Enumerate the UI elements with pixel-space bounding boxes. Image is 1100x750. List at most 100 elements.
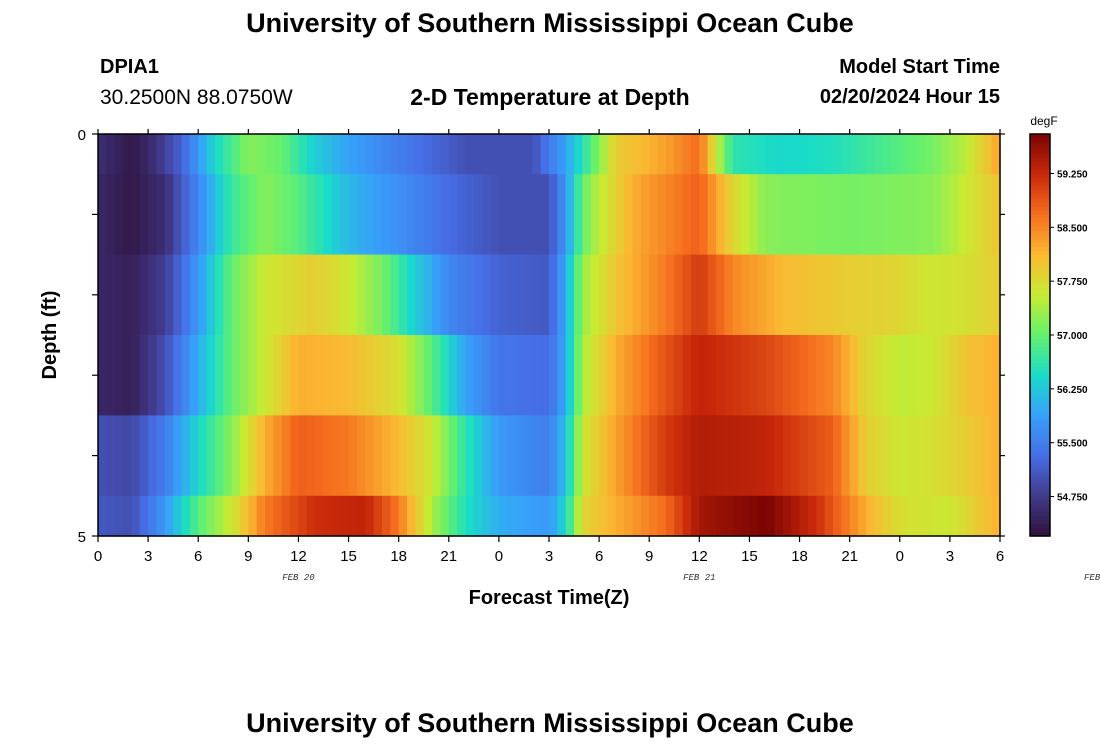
heatmap-cell xyxy=(966,335,976,416)
heatmap-cell xyxy=(991,174,1001,256)
heatmap-cell xyxy=(340,415,350,497)
heatmap-cell xyxy=(231,174,241,256)
heatmap-cell xyxy=(164,415,174,497)
heatmap-cell xyxy=(306,134,316,175)
heatmap-cell xyxy=(966,415,976,497)
colorbar-segment xyxy=(1030,246,1050,252)
heatmap-cell xyxy=(315,415,325,497)
heatmap-cell xyxy=(331,495,341,537)
heatmap-cell xyxy=(139,134,149,175)
heatmap-cell xyxy=(106,134,116,175)
heatmap-cell xyxy=(214,254,224,336)
heatmap-cell xyxy=(874,134,884,175)
heatmap-cell xyxy=(707,174,717,256)
heatmap-cell xyxy=(331,134,341,175)
heatmap-cell xyxy=(156,134,166,175)
colorbar-segment xyxy=(1030,198,1050,203)
heatmap-cell xyxy=(331,415,341,497)
colorbar-segment xyxy=(1030,302,1050,308)
colorbar-segment xyxy=(1030,471,1050,477)
heatmap-cell xyxy=(365,495,375,537)
heatmap-cell xyxy=(974,415,984,497)
heatmap-cell xyxy=(515,134,525,175)
heatmap-cell xyxy=(239,495,249,537)
heatmap-cell xyxy=(231,134,241,175)
heatmap-cell xyxy=(473,335,483,416)
heatmap-cell xyxy=(398,415,408,497)
heatmap-cell xyxy=(214,335,224,416)
heatmap-cell xyxy=(448,415,458,497)
heatmap-cell xyxy=(340,495,350,537)
heatmap-cell xyxy=(824,174,834,256)
heatmap-cell xyxy=(315,495,325,537)
heatmap-cell xyxy=(407,335,416,416)
heatmap-cell xyxy=(849,335,859,416)
heatmap-cell xyxy=(615,174,625,256)
colorbar-segment xyxy=(1030,298,1050,304)
colorbar-segment xyxy=(1030,178,1050,183)
heatmap-cell xyxy=(699,134,709,175)
heatmap-cell xyxy=(265,134,274,175)
heatmap-cell xyxy=(958,254,968,336)
colorbar: degF 54.750 55.500 56.250 57.000 57.750 58.50… xyxy=(1029,114,1088,537)
heatmap-cell xyxy=(139,174,149,256)
heatmap-cell xyxy=(891,174,901,256)
colorbar-segment xyxy=(1030,146,1050,151)
colorbar-segment xyxy=(1030,266,1050,272)
heatmap-cell xyxy=(849,134,859,175)
heatmap-cell xyxy=(148,254,158,336)
heatmap-cell xyxy=(189,495,199,537)
colorbar-segment xyxy=(1030,479,1050,485)
heatmap-cell xyxy=(791,174,801,256)
heatmap-cell xyxy=(340,134,350,175)
heatmap-cell xyxy=(799,254,809,336)
heatmap-cell xyxy=(98,415,107,497)
heatmap-cell xyxy=(214,134,224,175)
heatmap-cell xyxy=(114,174,124,256)
heatmap-cell xyxy=(899,335,909,416)
heatmap-cell xyxy=(707,254,717,336)
heatmap-cell xyxy=(323,134,333,175)
heatmap-cell xyxy=(498,495,508,537)
heatmap-cell xyxy=(716,335,725,416)
heatmap-cell xyxy=(448,335,458,416)
heatmap-cell xyxy=(716,134,725,175)
heatmap-cell xyxy=(574,415,584,497)
heatmap-cell xyxy=(106,174,116,256)
heatmap-cell xyxy=(106,415,116,497)
heatmap-cell xyxy=(824,254,834,336)
heatmap-cell xyxy=(799,495,809,537)
heatmap-cell xyxy=(958,174,968,256)
heatmap-cell xyxy=(599,134,609,175)
heatmap-cell xyxy=(657,254,667,336)
heatmap-cell xyxy=(290,335,300,416)
heatmap-cell xyxy=(590,134,600,175)
x-tick-label: 0 xyxy=(896,548,904,565)
heatmap-cell xyxy=(265,254,274,336)
heatmap-cell xyxy=(532,415,542,497)
colorbar-segment xyxy=(1030,250,1050,256)
heatmap-cell xyxy=(457,134,467,175)
heatmap-cell xyxy=(741,134,751,175)
heatmap-cell xyxy=(891,415,901,497)
heatmap-cell xyxy=(607,335,617,416)
heatmap-cell xyxy=(983,335,993,416)
heatmap-cell xyxy=(757,415,767,497)
heatmap-cell xyxy=(949,174,959,256)
heatmap-cell xyxy=(331,335,341,416)
heatmap-cell xyxy=(323,254,333,336)
heatmap-cell xyxy=(407,254,416,336)
colorbar-segment xyxy=(1030,415,1050,421)
heatmap-cell xyxy=(632,335,642,416)
heatmap-cell xyxy=(774,134,784,175)
heatmap-cell xyxy=(858,495,867,537)
colorbar-segment xyxy=(1030,210,1050,215)
heatmap-cell xyxy=(782,495,792,537)
heatmap-cell xyxy=(507,254,517,336)
heatmap-cell xyxy=(131,254,141,336)
heatmap-cell xyxy=(198,415,208,497)
heatmap-cell xyxy=(507,415,517,497)
heatmap-cell xyxy=(482,495,492,537)
colorbar-segment xyxy=(1030,154,1050,159)
